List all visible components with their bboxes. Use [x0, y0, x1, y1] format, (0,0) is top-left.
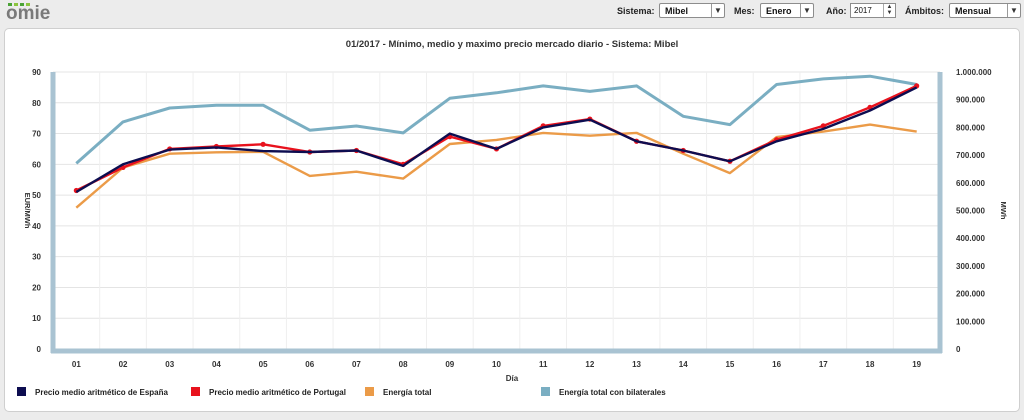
chevron-down-icon: ▼ — [1007, 4, 1020, 17]
x-tick-label: 12 — [585, 360, 594, 369]
x-tick-label: 10 — [492, 360, 501, 369]
x-tick-label: 04 — [212, 360, 221, 369]
series-line — [75, 74, 917, 165]
data-point — [260, 141, 266, 147]
legend-swatch — [541, 387, 550, 396]
sistema-value: Mibel — [665, 6, 689, 16]
y-right-tick-label: 200.000 — [956, 290, 985, 299]
y-left-tick-label: 70 — [32, 130, 41, 139]
anio-value: 2017 — [854, 6, 872, 15]
series-2 — [75, 123, 917, 209]
y-left-tick-label: 10 — [32, 314, 41, 323]
price-energy-chart: 01/2017 - Mínimo, medio y maximo precio … — [17, 39, 1008, 397]
x-tick-label: 05 — [259, 360, 268, 369]
legend-swatch — [365, 387, 374, 396]
y-left-tick-label: 80 — [32, 99, 41, 108]
legend-label: Precio medio aritmético de Portugal — [209, 388, 346, 397]
y-right-tick-label: 100.000 — [956, 317, 985, 326]
legend-swatch — [17, 387, 26, 396]
y-right-tick-label: 500.000 — [956, 207, 985, 216]
y-right-tick-label: 400.000 — [956, 234, 985, 243]
chevron-down-icon: ▼ — [711, 4, 724, 17]
y-right-tick-label: 700.000 — [956, 151, 985, 160]
y-left-tick-label: 40 — [32, 222, 41, 231]
x-tick-label: 03 — [165, 360, 174, 369]
x-tick-label: 19 — [912, 360, 921, 369]
y-left-tick-label: 0 — [37, 345, 42, 354]
chart-title: 01/2017 - Mínimo, medio y maximo precio … — [346, 39, 679, 50]
y-right-tick-label: 300.000 — [956, 262, 985, 271]
mes-label: Mes: — [734, 6, 755, 16]
chevron-down-icon: ▼ — [800, 4, 813, 17]
x-tick-label: 01 — [72, 360, 81, 369]
series-line — [75, 86, 918, 194]
y-left-axis-title: EUR/MWh — [23, 193, 32, 229]
sistema-label: Sistema: — [617, 6, 655, 16]
y-left-tick-label: 50 — [32, 191, 41, 200]
y-right-axis-title: MWh — [999, 202, 1008, 220]
increment-icon[interactable]: ▲ — [886, 4, 893, 10]
legend-label: Energía total con bilaterales — [559, 388, 666, 397]
x-tick-label: 11 — [539, 360, 548, 369]
x-tick-label: 08 — [399, 360, 408, 369]
mes-select[interactable]: Enero ▼ — [760, 3, 814, 18]
ambitos-label: Ámbitos: — [905, 6, 944, 16]
series-3 — [75, 74, 917, 165]
legend-swatch — [191, 387, 200, 396]
x-tick-label: 18 — [866, 360, 875, 369]
mes-value: Enero — [766, 6, 792, 16]
logo-text: omie — [6, 3, 50, 23]
y-left-tick-label: 20 — [32, 283, 41, 292]
chart-panel: 01/2017 - Mínimo, medio y maximo precio … — [4, 28, 1020, 412]
ambitos-select[interactable]: Mensual ▼ — [949, 3, 1021, 18]
y-right-tick-label: 600.000 — [956, 179, 985, 188]
series-line — [75, 123, 917, 209]
legend-label: Precio medio aritmético de España — [35, 388, 168, 397]
x-tick-label: 17 — [819, 360, 828, 369]
sistema-select[interactable]: Mibel ▼ — [659, 3, 725, 18]
x-tick-label: 16 — [772, 360, 781, 369]
x-tick-label: 09 — [445, 360, 454, 369]
x-tick-label: 06 — [305, 360, 314, 369]
anio-label: Año: — [826, 6, 847, 16]
y-left-tick-label: 90 — [32, 68, 41, 77]
x-axis-title: Día — [506, 374, 519, 383]
decrement-icon[interactable]: ▼ — [886, 10, 893, 16]
ambitos-value: Mensual — [955, 6, 992, 16]
anio-stepper[interactable]: 2017 ▲ ▼ — [850, 3, 896, 18]
x-tick-label: 02 — [119, 360, 128, 369]
y-left-tick-label: 60 — [32, 160, 41, 169]
legend-label: Energía total — [383, 388, 431, 397]
y-left-tick-label: 30 — [32, 253, 41, 262]
y-right-tick-label: 0 — [956, 345, 961, 354]
y-right-tick-label: 900.000 — [956, 96, 985, 105]
x-tick-label: 15 — [725, 360, 734, 369]
x-tick-label: 07 — [352, 360, 361, 369]
series-0 — [75, 86, 918, 194]
omie-logo: omie — [6, 2, 78, 24]
x-tick-label: 14 — [679, 360, 688, 369]
top-bar: omie Sistema: Mibel ▼ Mes: Enero ▼ Año: … — [0, 0, 1024, 24]
y-right-tick-label: 1.000.000 — [956, 68, 992, 77]
x-tick-label: 13 — [632, 360, 641, 369]
y-right-tick-label: 800.000 — [956, 123, 985, 132]
